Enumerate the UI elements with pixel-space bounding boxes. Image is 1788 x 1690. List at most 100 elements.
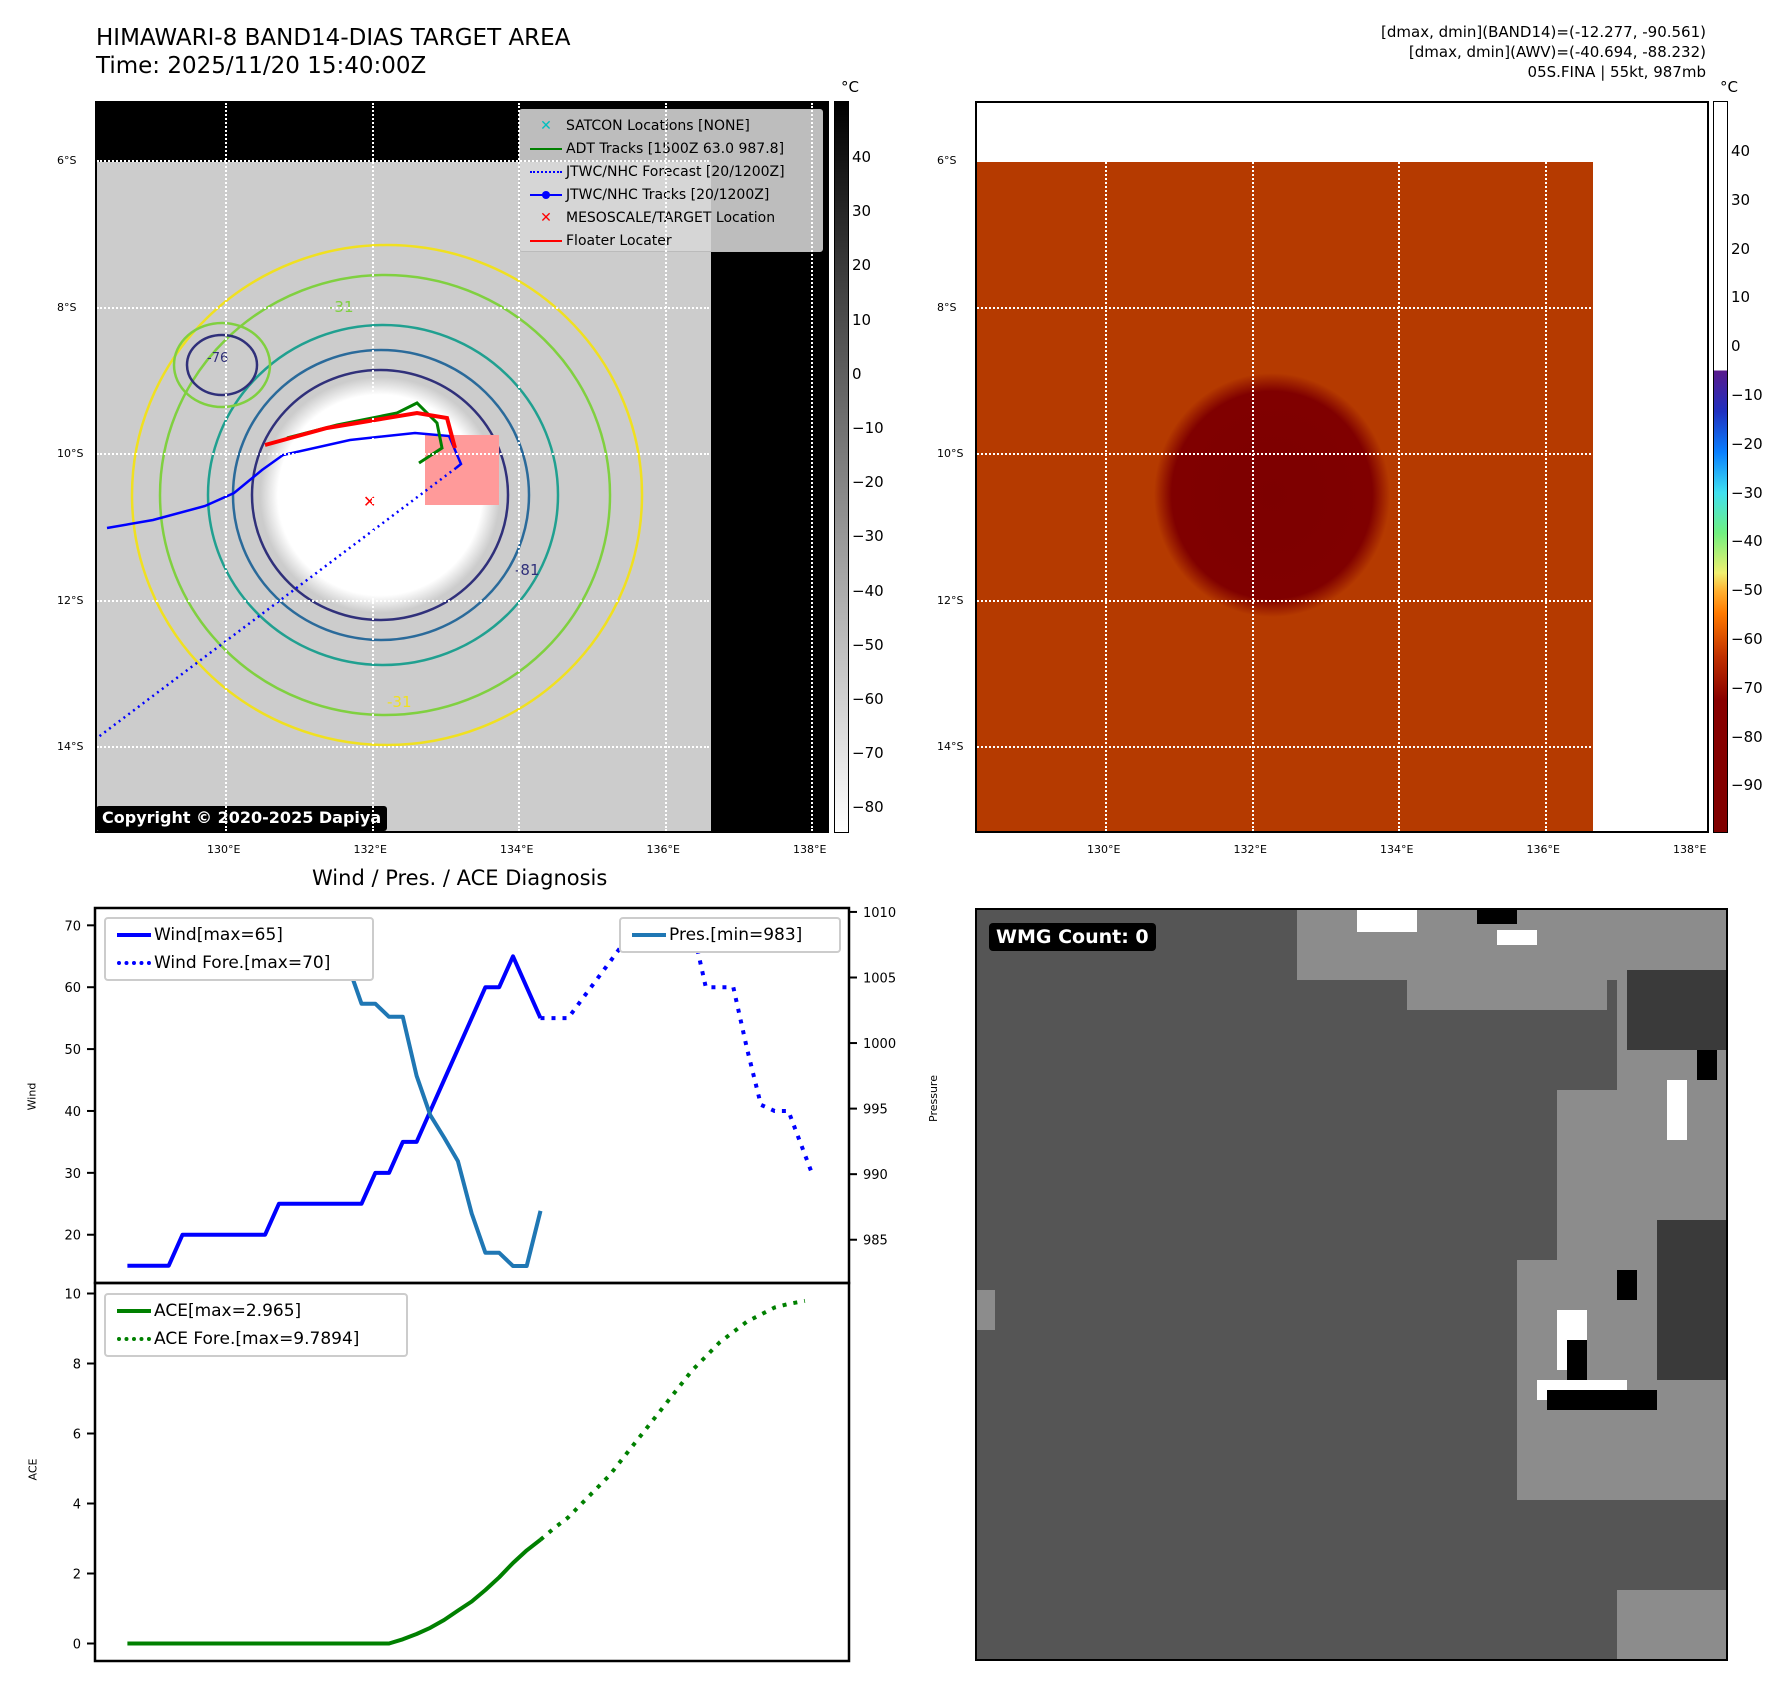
grid-line-lat xyxy=(97,746,709,748)
contour-line xyxy=(250,368,510,622)
wmg-panel: WMG Count: 0 xyxy=(975,908,1728,1661)
contour-line xyxy=(206,323,560,667)
grid-line-lon xyxy=(371,103,374,831)
line-icon xyxy=(526,147,566,150)
line-icon xyxy=(526,239,566,242)
series-line-ace-fore- xyxy=(539,1298,806,1542)
contour-label: -31 xyxy=(387,693,412,711)
stat-band14: [dmax, dmin](BAND14)=(-12.277, -90.561) xyxy=(1381,23,1706,41)
series-line-wind-fore- xyxy=(540,923,814,1174)
legend-item-forecast: JTWC/NHC Forecast [20/1200Z] xyxy=(526,160,816,183)
grid-line-lon xyxy=(1251,103,1254,831)
y-tick-label: 10 xyxy=(64,1288,81,1303)
line-icon xyxy=(629,933,669,937)
stats-block: [dmax, dmin](BAND14)=(-12.277, -90.561) … xyxy=(1381,22,1706,82)
colorbar-tick-label: −30 xyxy=(852,527,884,546)
floater-locater-line xyxy=(264,410,457,449)
colorbar-tick-label: 30 xyxy=(852,202,872,221)
lon-label: 134°E xyxy=(500,843,534,856)
right-colorbar xyxy=(1713,101,1728,833)
contour-label: -76 xyxy=(207,351,229,366)
grid-line-lon xyxy=(1398,103,1400,831)
colorbar-unit: °C xyxy=(841,78,859,96)
no-data-region xyxy=(977,103,1707,162)
colorbar-tick-label: −30 xyxy=(1731,483,1763,502)
contour-line xyxy=(172,321,272,409)
grid-line-lon xyxy=(1544,103,1547,831)
legend-item-ace: ACE[max=2.965] xyxy=(114,1297,398,1325)
lat-label: 6°S xyxy=(57,154,77,167)
lon-label: 130°E xyxy=(1087,843,1121,856)
contour-line xyxy=(158,273,612,717)
colorbar-tick-label: −20 xyxy=(852,473,884,492)
lat-label: 14°S xyxy=(937,740,964,753)
legend-item-tracks: JTWC/NHC Tracks [20/1200Z] xyxy=(526,183,816,206)
timestamp: Time: 2025/11/20 15:40:00Z xyxy=(96,53,427,79)
y-tick-label: 6 xyxy=(73,1428,81,1443)
grid-line-lat xyxy=(97,599,709,602)
grid-line-lon xyxy=(1105,103,1107,831)
grid-line-lon xyxy=(225,103,227,831)
legend-item-wind-forecast: Wind Fore.[max=70] xyxy=(114,949,364,977)
colorbar-tick-label: 0 xyxy=(852,364,862,383)
floater-box xyxy=(425,435,499,505)
stat-awv: [dmax, dmin](AWV)=(-40.694, -88.232) xyxy=(1408,43,1706,61)
colorbar-tick-label: −20 xyxy=(1731,434,1763,453)
lon-label: 132°E xyxy=(353,843,387,856)
colorbar-tick-label: −40 xyxy=(1731,532,1763,551)
colorbar-tick-label: −50 xyxy=(852,635,884,654)
colorbar-tick-label: −60 xyxy=(1731,630,1763,648)
grid-line-lat xyxy=(97,160,709,162)
stat-storm: 05S.FINA | 55kt, 987mb xyxy=(1527,63,1706,81)
y-tick-label: 0 xyxy=(73,1638,81,1653)
grid-line-lat xyxy=(977,453,1591,455)
grid-line-lat xyxy=(977,599,1591,602)
colorbar-tick-label: 10 xyxy=(852,310,872,329)
contour-line xyxy=(130,243,644,747)
dotted-line-icon xyxy=(114,961,154,965)
lat-label: 10°S xyxy=(937,447,964,460)
legend-item-satcon: ✕ SATCON Locations [NONE] xyxy=(526,114,816,137)
legend-item-wind: Wind[max=65] xyxy=(114,921,364,949)
colorbar-tick-label: −70 xyxy=(1731,678,1763,697)
lat-label: 12°S xyxy=(57,593,84,607)
y-tick-label: 4 xyxy=(73,1498,81,1513)
chart-title: Wind / Pres. / ACE Diagnosis xyxy=(312,866,608,890)
colorbar-tick-label: 40 xyxy=(852,148,872,166)
ace-axis-label: ACE xyxy=(26,1458,40,1481)
y-tick-label: 30 xyxy=(64,1167,81,1182)
y-tick-label: 2 xyxy=(73,1568,81,1583)
map-overlay: ✕ xyxy=(97,243,644,747)
pressure-legend: Pres.[min=983] xyxy=(619,917,841,953)
copyright-label: Copyright © 2020-2025 Dapiya xyxy=(97,806,388,831)
colorbar-tick-label: 20 xyxy=(852,256,872,275)
grid-line-lat xyxy=(977,306,1591,309)
lon-label: 136°E xyxy=(646,843,680,856)
y-tick-label: 70 xyxy=(64,919,81,934)
colorbar-tick-label: −80 xyxy=(1731,727,1763,746)
y2-tick-label: 985 xyxy=(863,1234,888,1249)
colorbar-tick-label: 20 xyxy=(1731,239,1751,258)
no-data-region xyxy=(1593,162,1707,831)
lat-label: 8°S xyxy=(937,300,957,314)
y2-tick-label: 1005 xyxy=(863,971,896,986)
band14-map: ✕ -81 -31 -31 -76 ✕ SATCON Locations [NON… xyxy=(95,101,829,833)
no-data-region xyxy=(711,162,827,831)
y-tick-label: 60 xyxy=(64,981,81,996)
x-marker-icon: ✕ xyxy=(540,209,552,226)
left-colorbar xyxy=(834,101,849,833)
pressure-axis-label: Pressure xyxy=(926,1075,940,1122)
line-icon xyxy=(114,933,154,937)
colorbar-tick-label: 0 xyxy=(1731,337,1741,356)
grid-line-lat xyxy=(977,746,1591,748)
grid-line-lat xyxy=(97,453,709,455)
lat-label: 12°S xyxy=(937,593,964,607)
ace-legend: ACE[max=2.965] ACE Fore.[max=9.7894] xyxy=(104,1293,408,1357)
contour-label: -81 xyxy=(515,561,540,579)
colorbar-tick-label: −10 xyxy=(852,419,884,437)
lon-label: 136°E xyxy=(1526,843,1560,856)
grid-line-lon xyxy=(811,103,813,831)
grid-line-lat xyxy=(97,306,709,309)
line-dot-icon xyxy=(526,190,566,199)
wmg-grid xyxy=(977,910,1726,1659)
